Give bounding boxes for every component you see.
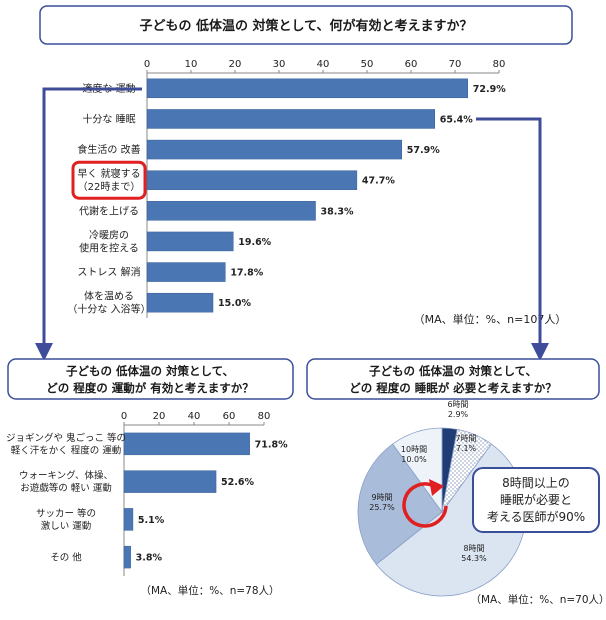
top-category-label: 体を温める [84,291,134,303]
bl-value-label: 71.8% [255,439,288,450]
top-bar [146,109,436,129]
pie-slice [392,427,443,514]
pie-callout-box [472,467,600,533]
top-category-label: 早く 就寝する [77,167,140,180]
pie-slice-value: 54.3% [461,554,487,563]
bottom-right-title-line2: どの 程度の 睡眠が 必要と考えますか？ [349,381,557,395]
pie-callout-line2: 睡眠が必要と [500,492,572,507]
top-bar [146,170,358,190]
pie-slice-label: 9時間 [371,493,392,502]
pie-slice-value: 2.9% [448,410,469,419]
top-value-label: 38.3% [321,206,354,217]
top-category-label: 代謝を上げる [79,204,139,217]
pie-slice [357,443,443,565]
bottom-right-title-box [306,358,600,400]
top-bar [146,262,226,282]
pie-slice-value: 10.0% [401,455,427,464]
top-value-label: 72.9% [473,84,506,95]
top-tick-label: 20 [229,59,242,70]
bl-value-label: 5.1% [138,515,165,526]
top-category-label: 使用を控える [79,241,139,254]
left-connector-arrow [35,87,142,361]
top-tick-label: 70 [449,59,462,70]
bottom-right-title-line1: 子どもの 低体温の 対策として、 [369,364,537,378]
top-title-box [39,5,573,45]
highlight-circular-arrow [402,482,448,528]
top-category-label: ストレス 解消 [77,266,140,279]
top-bar [146,78,469,99]
top-category-label: 十分な 睡眠 [82,112,135,125]
pie-slice-label: 8時間 [463,544,484,553]
bl-category-label: 激しい 運動 [41,520,92,532]
pie-slice-label: 6時間 [447,400,468,409]
top-bar [146,231,234,252]
top-category-label: （22時まで） [78,181,141,193]
top-value-label: 15.0% [218,298,251,309]
top-chart-title: 子どもの 低体温の 対策として、何が有効と考えますか？ [139,18,472,34]
bl-tick-label: 0 [121,411,127,422]
pie-callout-line3: 考える医師が90% [487,509,585,524]
pie-slice-label: 7時間 [455,434,476,443]
top-highlight-box [71,160,147,200]
top-category-label: （十分な 入浴等） [67,303,150,316]
bottom-left-title-box [7,358,294,400]
pie-slice-value: 7.1% [456,444,477,453]
bl-bar [123,470,217,493]
top-tick-label: 60 [405,59,418,70]
bl-value-label: 52.6% [221,477,254,488]
top-tick-label: 10 [185,59,198,70]
top-bar [146,139,403,160]
bl-category-label: 軽く汗をかく 程度の 運動 [11,444,122,456]
pie-callout-line1: 8時間以上の [502,476,570,490]
bl-bar [123,508,134,531]
top-chart-note: （MA、単位：%、n=107人） [414,312,567,326]
bl-tick-label: 80 [258,411,271,422]
pie-slice-value: 25.7% [369,503,395,512]
bl-category-label: ジョギングや 鬼ごっこ 等の [6,432,126,444]
top-tick-label: 40 [317,59,330,70]
top-tick-label: 50 [361,59,374,70]
top-value-label: 17.8% [230,268,263,279]
top-category-label: 冷暖房の [89,228,129,241]
highlight-arrow-head [429,479,444,496]
right-connector-arrow [476,117,549,361]
bl-tick-label: 60 [223,411,236,422]
bl-bar [123,432,250,456]
top-value-label: 65.4% [440,114,473,125]
top-tick-label: 80 [493,59,506,70]
top-category-label: 食生活の 改善 [77,143,140,156]
top-value-label: 47.7% [362,176,395,187]
bl-category-label: その 他 [50,551,82,563]
bl-category-label: ウォーキング、体操、 [19,470,113,482]
bottom-left-chart-note: （MA、単位：%、n=78人） [140,584,279,597]
bl-category-label: サッカー 等の [36,507,96,519]
bl-value-label: 3.8% [136,553,163,564]
bl-tick-label: 20 [153,411,166,422]
bottom-left-title-line1: 子どもの 低体温の 対策として、 [66,364,234,378]
top-value-label: 57.9% [407,145,440,156]
top-value-label: 19.6% [238,237,271,248]
top-bar [146,292,214,313]
bottom-right-chart-note: （MA、単位：%、n=70人） [470,593,606,606]
bl-category-label: お遊戯等の 軽い 運動 [20,482,112,494]
pie-slice-label: 10時間 [401,445,427,454]
bl-bar [123,545,131,569]
bottom-left-title-line2: どの 程度の 運動が 有効と考えますか？ [46,381,254,395]
bl-tick-label: 40 [188,411,201,422]
top-tick-label: 30 [273,59,286,70]
top-tick-label: 0 [144,59,150,70]
top-bar [146,201,316,221]
